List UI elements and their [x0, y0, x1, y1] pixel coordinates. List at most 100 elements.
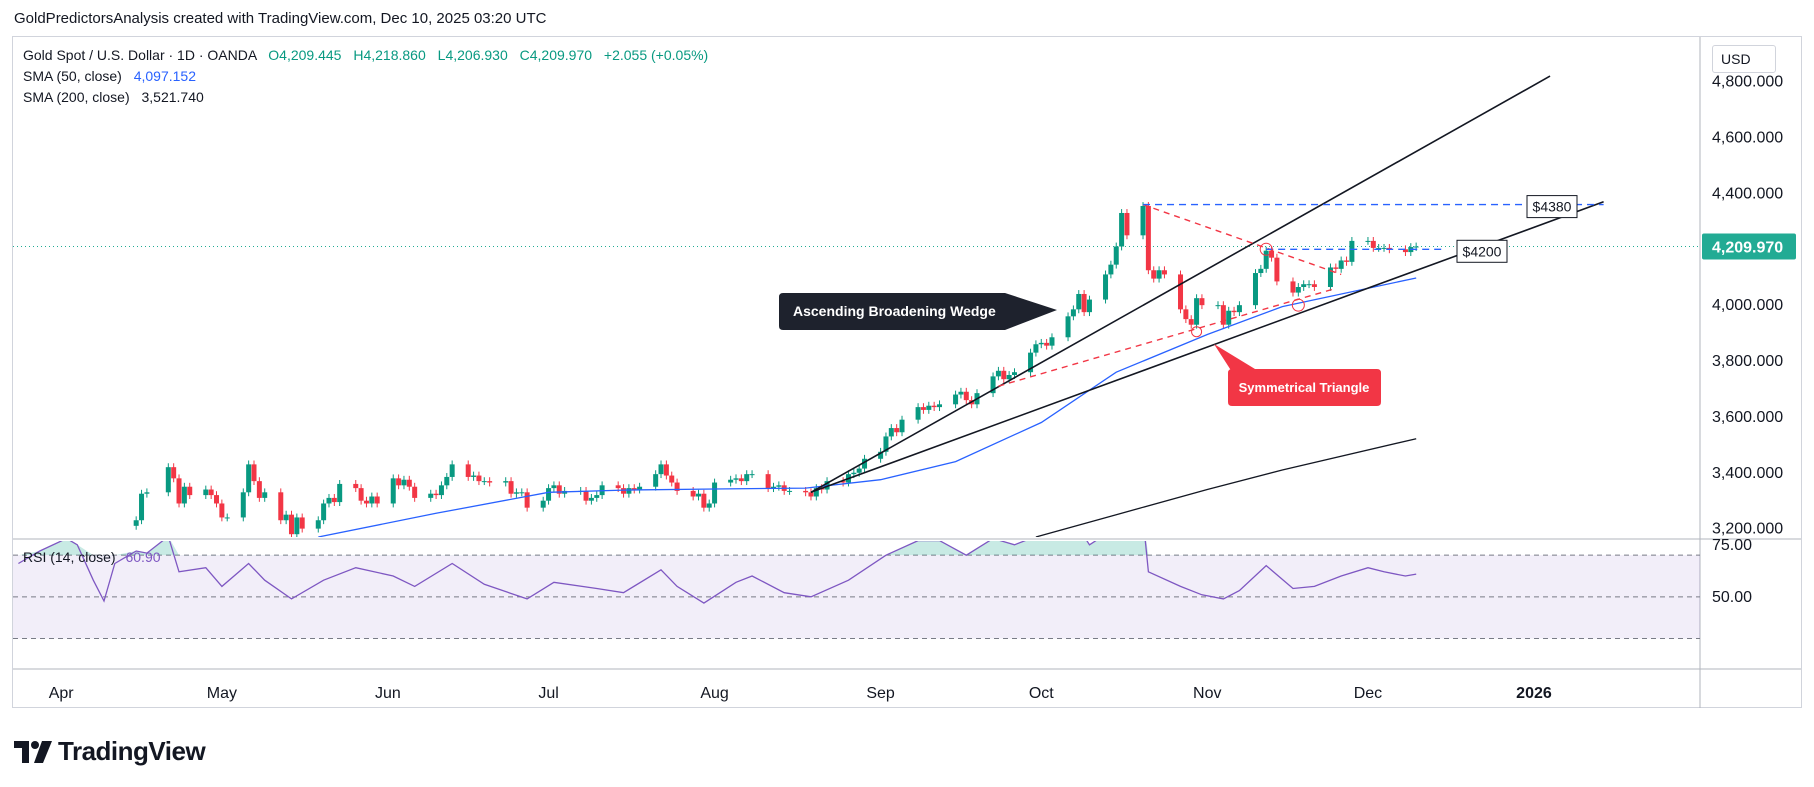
candle-down — [1081, 293, 1087, 313]
candle-up — [706, 503, 712, 508]
candle-up — [1119, 212, 1125, 247]
candle-up — [1033, 344, 1039, 353]
candle-up — [851, 472, 857, 475]
candle-down — [412, 486, 418, 498]
candle-down — [1124, 212, 1130, 236]
candle-up — [321, 503, 327, 521]
sma200-value: 3,521.740 — [141, 89, 204, 105]
wedge-callout-box — [779, 293, 1057, 330]
sma200-row[interactable]: SMA (200, close) 3,521.740 — [23, 87, 708, 108]
candle-down — [669, 475, 675, 483]
chart-legend: Gold Spot / U.S. Dollar · 1D · OANDA O4,… — [23, 45, 708, 108]
candle-up — [953, 394, 959, 405]
tradingview-logo: TradingView — [14, 736, 206, 767]
candle-up — [728, 479, 734, 483]
pivot-marker — [1291, 298, 1305, 312]
candle-down — [187, 486, 193, 496]
time-tick-label: Nov — [1193, 685, 1221, 702]
candle-down — [1231, 310, 1237, 313]
candle-up — [513, 492, 519, 494]
candle-up — [1258, 268, 1264, 274]
sma50-line — [318, 277, 1417, 537]
candle-up — [995, 370, 1001, 377]
candle-up — [449, 464, 455, 477]
wedge-callout-text: Ascending Broadening Wedge — [793, 303, 996, 319]
watermark-header: GoldPredictorsAnalysis created with Trad… — [14, 10, 547, 27]
candle-down — [765, 474, 771, 489]
candle-up — [181, 486, 187, 504]
candle-down — [406, 479, 412, 487]
candle-up — [915, 407, 921, 420]
currency-button[interactable]: USD — [1712, 45, 1776, 73]
time-tick-label: Sep — [866, 685, 895, 702]
candle-up — [658, 464, 664, 475]
candle-up — [787, 490, 793, 492]
time-tick-label: Jun — [375, 685, 401, 702]
rsi-legend[interactable]: RSI (14, close) 60.90 — [23, 549, 161, 565]
change-value: +2.055 (+0.05%) — [603, 47, 709, 63]
close-value: C4,209.970 — [519, 47, 593, 63]
level-4380-label-box — [1526, 195, 1578, 219]
candle-up — [637, 486, 643, 490]
candle-up — [1365, 240, 1371, 242]
candle-down — [963, 391, 969, 401]
candle-down — [690, 490, 696, 497]
candle-down — [1183, 309, 1189, 320]
candle-down — [396, 478, 402, 486]
rsi-overbought-fill — [18, 541, 1417, 556]
chart-frame — [12, 36, 1802, 708]
candle-down — [920, 407, 926, 410]
candle-up — [540, 500, 546, 508]
candle-up — [1028, 352, 1034, 373]
candle-down — [840, 481, 846, 483]
candle-up — [294, 517, 300, 535]
candle-up — [1103, 274, 1109, 300]
candle-up — [1108, 264, 1114, 275]
candle-up — [588, 497, 594, 501]
candle-up — [1076, 293, 1082, 310]
candle-up — [519, 492, 525, 494]
wedge-callout: Ascending Broadening Wedge — [779, 293, 1057, 330]
candle-up — [937, 404, 943, 408]
candle-up — [438, 485, 444, 496]
triangle-callout: Symmetrical Triangle — [1214, 344, 1381, 406]
symbol-title[interactable]: Gold Spot / U.S. Dollar · 1D · OANDA — [23, 47, 257, 63]
time-tick-label: Oct — [1029, 685, 1054, 702]
time-tick-label: Jul — [538, 685, 558, 702]
candle-down — [433, 493, 439, 496]
price-tick-label: 4,800.000 — [1712, 74, 1783, 91]
candle-up — [133, 520, 139, 526]
sma200-line — [1035, 438, 1417, 537]
triangle-upper-line — [1142, 203, 1342, 276]
candle-up — [888, 428, 894, 437]
price-tick-label: 3,600.000 — [1712, 409, 1783, 426]
price-tick-label: 3,800.000 — [1712, 353, 1783, 370]
candle-down — [363, 500, 369, 504]
triangle-callout-text: Symmetrical Triangle — [1239, 380, 1370, 395]
last-price-tag — [1702, 233, 1796, 260]
candle-up — [1263, 250, 1269, 269]
candle-up — [1038, 342, 1044, 345]
annotation-layer: $4380 $4200 Ascending Broadening Wedge Symm… — [779, 195, 1578, 406]
candle-up — [1086, 299, 1092, 313]
candle-up — [958, 391, 964, 395]
candle-up — [696, 493, 702, 497]
candle-down — [1274, 257, 1280, 282]
candle-up — [626, 488, 632, 494]
candle-up — [551, 485, 557, 489]
candle-up — [240, 492, 246, 518]
candle-up — [139, 493, 145, 521]
candle-up — [1140, 205, 1146, 236]
candle-up — [883, 436, 889, 452]
candle-up — [283, 514, 289, 521]
triangle-callout-box — [1214, 344, 1381, 406]
candle-down — [663, 464, 669, 476]
sma50-row[interactable]: SMA (50, close) 4,097.152 — [23, 66, 708, 87]
candle-down — [1178, 274, 1184, 310]
price-tick-label: 4,600.000 — [1712, 130, 1783, 147]
candle-up — [246, 464, 252, 493]
candle-down — [278, 492, 284, 521]
candle-down — [353, 483, 359, 489]
rsi-pane — [13, 541, 1700, 640]
